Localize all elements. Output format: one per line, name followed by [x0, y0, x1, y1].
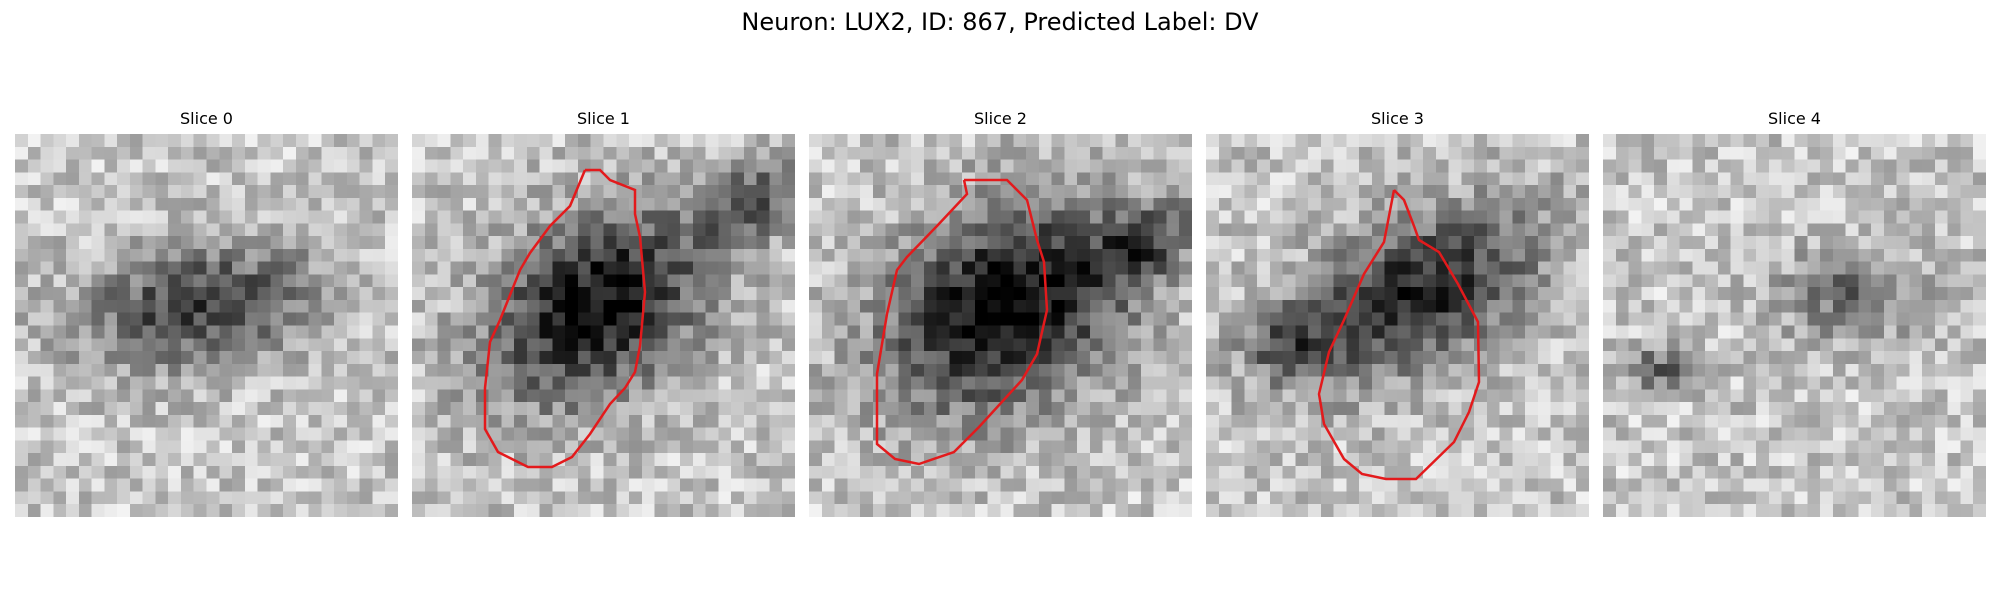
slice-image-1 [412, 134, 795, 517]
slice-image-0 [15, 134, 398, 517]
slice-title-2: Slice 2 [974, 109, 1027, 128]
slice-panel-3: Slice 3 [1206, 108, 1589, 518]
slice-title-4: Slice 4 [1768, 109, 1821, 128]
slice-panel-4: Slice 4 [1603, 108, 1986, 518]
contour-overlay-1 [483, 168, 647, 469]
slice-panel-2: Slice 2 [809, 108, 1192, 518]
contour-overlay-3 [1317, 189, 1481, 481]
roi-contour-1 [483, 168, 647, 469]
contour-overlay-2 [875, 178, 1049, 466]
slice-title-3: Slice 3 [1371, 109, 1424, 128]
roi-contour-3 [1317, 189, 1481, 481]
slice-title-0: Slice 0 [180, 109, 233, 128]
slice-image-4 [1603, 134, 1986, 517]
figure-title: Neuron: LUX2, ID: 867, Predicted Label: … [741, 8, 1259, 36]
slice-panel-1: Slice 1 [412, 108, 795, 518]
roi-contour-2 [875, 178, 1049, 466]
slice-title-1: Slice 1 [577, 109, 630, 128]
slice-image-3 [1206, 134, 1589, 517]
slice-panel-0: Slice 0 [15, 108, 398, 518]
slice-image-2 [809, 134, 1192, 517]
